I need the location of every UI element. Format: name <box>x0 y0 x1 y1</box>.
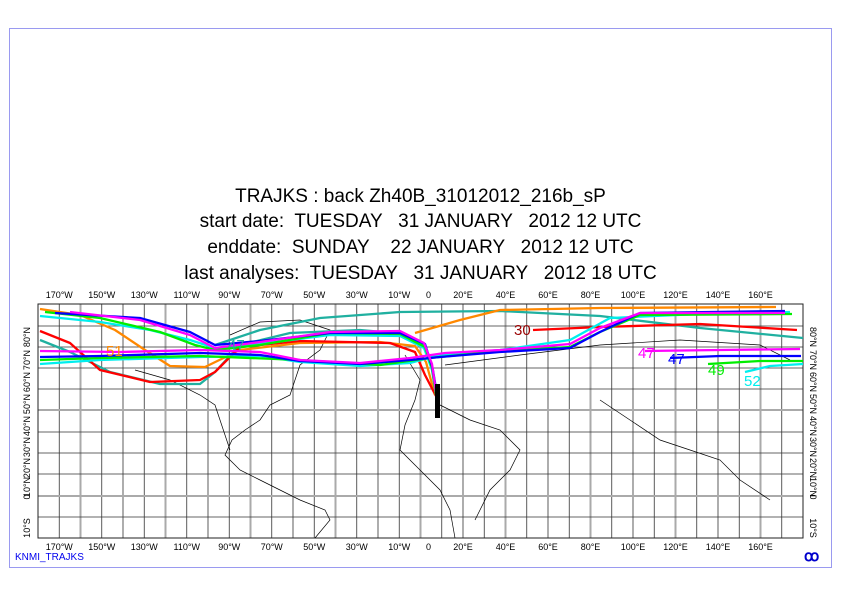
longitude-label: 160°E <box>748 290 773 300</box>
longitude-label: 130°W <box>131 542 159 552</box>
longitude-label: 130°W <box>131 290 159 300</box>
latitude-label: 80°N <box>22 327 32 347</box>
trajectory-orange <box>39 307 437 396</box>
latitude-label: 10°S <box>808 518 818 538</box>
latitude-label: 80°N <box>808 327 818 347</box>
latitude-label: 50°N <box>808 394 818 414</box>
longitude-label: 80°E <box>581 290 601 300</box>
longitude-label: 120°E <box>663 542 688 552</box>
latitude-label: 20°N <box>22 458 32 478</box>
trajectory-label: 47 <box>228 337 245 354</box>
longitude-label: 170°W <box>46 542 74 552</box>
source-label: KNMI_TRAJKS <box>15 552 84 563</box>
longitude-label: 0 <box>426 542 431 552</box>
latitude-label: 40°N <box>22 416 32 436</box>
trajectory-red <box>39 329 439 399</box>
trajectory-cyan <box>744 362 804 374</box>
longitude-label: 10°W <box>388 542 411 552</box>
longitude-label: 140°E <box>706 542 731 552</box>
longitude-label: 120°E <box>663 290 688 300</box>
longitude-label: 100°E <box>621 542 646 552</box>
longitude-label: 90°W <box>218 290 241 300</box>
trajectory-magenta <box>69 310 438 393</box>
trajectory-label: 47 <box>668 351 685 368</box>
release-point-marker <box>435 384 440 418</box>
longitude-label: 170°W <box>46 290 74 300</box>
longitude-label: 90°W <box>218 542 241 552</box>
latitude-label: 50°N <box>22 394 32 414</box>
trajectory-label: 47 <box>638 345 655 362</box>
longitude-label: 60°E <box>538 542 558 552</box>
latitude-label: 60°N <box>808 372 818 392</box>
plot-title: TRAJKS : back Zh40B_31012012_216b_sP <box>235 186 606 207</box>
longitude-label: 40°E <box>496 542 516 552</box>
longitude-label: 160°E <box>748 542 773 552</box>
map-border <box>37 303 804 539</box>
trajectory-orange <box>414 305 777 335</box>
ecmwf-logo-icon: ꝏ <box>804 548 820 565</box>
latitude-label: 30°N <box>808 437 818 457</box>
trajectory-label: 49 <box>708 362 725 379</box>
longitude-label: 140°E <box>706 290 731 300</box>
plot-frame <box>9 28 832 568</box>
coastline <box>599 399 771 501</box>
latitude-label: 20°N <box>808 458 818 478</box>
trajectory-red <box>532 322 798 332</box>
latitude-label: 60°N <box>22 372 32 392</box>
trajectory-magenta <box>39 311 785 365</box>
last-analyses: last analyses: TUESDAY 31 JANUARY 2012 1… <box>184 263 657 284</box>
longitude-label: 80°E <box>581 542 601 552</box>
trajectory-magenta <box>644 347 801 353</box>
longitude-label: 30°W <box>346 542 369 552</box>
longitude-label: 20°E <box>453 542 473 552</box>
trajectory-blue <box>39 309 786 366</box>
longitude-label: 50°W <box>303 290 326 300</box>
longitude-label: 110°W <box>174 290 201 300</box>
coastline <box>399 354 456 539</box>
start-date: start date: TUESDAY 31 JANUARY 2012 12 U… <box>199 211 642 232</box>
latitude-label: 0 <box>808 494 818 499</box>
trajectory-label: 30 <box>514 322 531 339</box>
latitude-label: 70°N <box>22 350 32 370</box>
coastline <box>444 339 791 366</box>
longitude-label: 10°W <box>388 290 411 300</box>
latitude-label: 40°N <box>808 416 818 436</box>
longitude-label: 0 <box>426 290 431 300</box>
trajectory-teal <box>214 309 804 347</box>
longitude-label: 50°W <box>303 542 326 552</box>
trajectory-label: 51 <box>106 343 123 360</box>
longitude-label: 70°W <box>261 542 284 552</box>
coastline <box>134 369 231 451</box>
trajectory-blue <box>669 354 801 360</box>
latitude-label: 70°N <box>808 350 818 370</box>
longitude-label: 150°W <box>88 290 116 300</box>
longitude-label: 30°W <box>346 290 369 300</box>
trajectory-green <box>707 359 803 366</box>
latitude-label: 10°S <box>22 518 32 538</box>
trajectory-label: 52 <box>744 373 761 390</box>
coastline <box>224 319 331 539</box>
latitude-label: 30°N <box>22 437 32 457</box>
longitude-label: 110°W <box>174 542 201 552</box>
coastline <box>439 404 521 521</box>
end-date: enddate: SUNDAY 22 JANUARY 2012 12 UTC <box>207 237 634 258</box>
latitude-label: 10°N <box>22 477 32 497</box>
latitude-label: 10°N <box>808 477 818 497</box>
longitude-label: 150°W <box>88 542 116 552</box>
longitude-label: 20°E <box>453 290 473 300</box>
longitude-label: 70°W <box>261 290 284 300</box>
longitude-label: 40°E <box>496 290 516 300</box>
longitude-label: 100°E <box>621 290 646 300</box>
latitude-label: 0 <box>22 494 32 499</box>
longitude-label: 60°E <box>538 290 558 300</box>
